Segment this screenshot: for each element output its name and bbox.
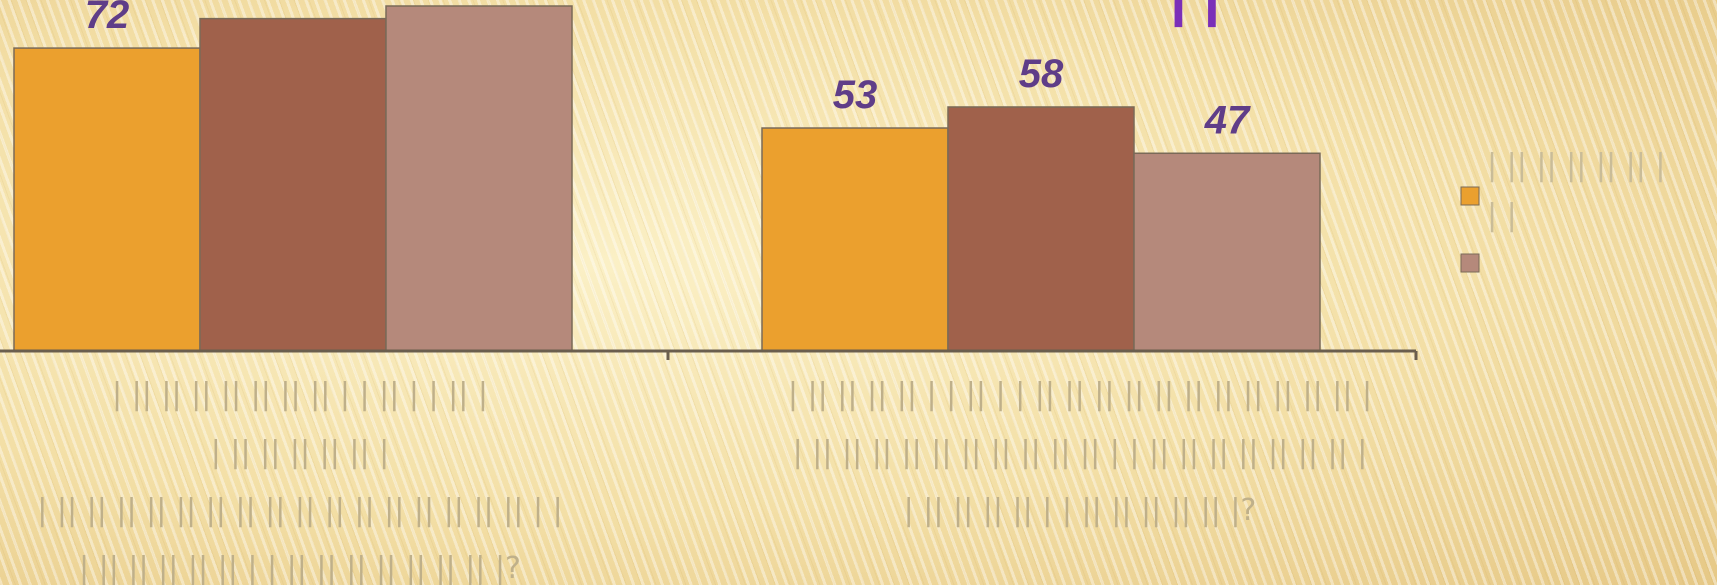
x-tick-label-2: | || || || || | | || | | || || || || || … [788, 377, 1372, 528]
data-label-2-2: 58 [1019, 52, 1064, 96]
bar-1-2 [199, 17, 387, 352]
x-tick-label-1: | || || || || || || || | | || | | || | | … [37, 377, 562, 585]
x-axis-ticks [666, 351, 1418, 360]
bar-2-1 [761, 127, 949, 352]
data-label-2-1: 53 [833, 73, 878, 117]
page-title-fragment: | | [1170, 0, 1220, 28]
data-label-1-1: 72 [85, 0, 130, 37]
legend-entry-1: | || || || || || | | | [1487, 148, 1666, 233]
bars-layer [13, 5, 1321, 352]
bar-1-1 [13, 47, 201, 352]
category-labels-layer: | || || || || || || || | | || | | || | | … [37, 377, 1372, 585]
bar-2-3 [1133, 152, 1321, 352]
legend-swatch-1 [1460, 186, 1480, 206]
legend-swatch-3 [1460, 253, 1480, 273]
legend: | || || || || || | | | [1460, 148, 1666, 273]
data-label-2-3: 47 [1204, 98, 1251, 142]
bar-1-3 [385, 5, 573, 352]
bar-2-2 [947, 106, 1135, 352]
title-fragment: | | [1170, 0, 1220, 28]
value-labels-layer: 72 53 58 47 [85, 0, 1251, 142]
